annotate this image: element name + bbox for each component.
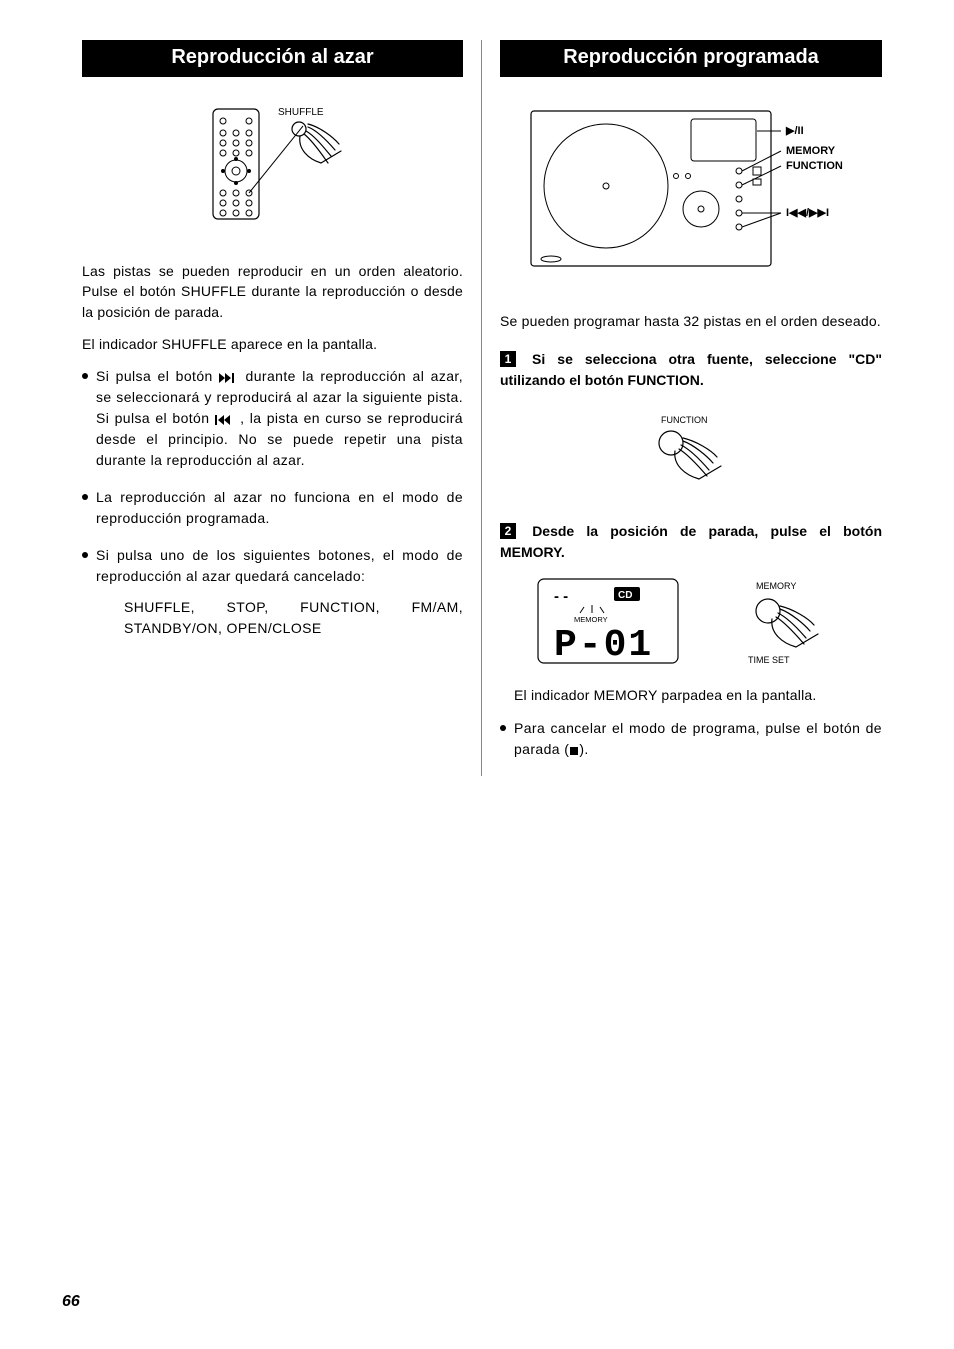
right-heading: Reproducción programada — [500, 40, 882, 77]
play-pause-label: ▶/II — [785, 125, 804, 137]
display-panel-illustration: - - CD MEMORY P-01 — [536, 577, 681, 667]
svg-text:CD: CD — [618, 590, 632, 601]
svg-text:- -: - - — [554, 588, 568, 605]
right-bullet-cancel: Para cancelar el modo de programa, pulse… — [500, 718, 882, 760]
right-bullet-list: Para cancelar el modo de programa, pulse… — [500, 718, 882, 760]
left-bullet-2: La reproducción al azar no funciona en e… — [82, 487, 463, 529]
prev-track-icon — [215, 415, 235, 425]
left-intro-2: El indicador SHUFFLE aparece en la panta… — [82, 334, 463, 354]
svg-text:MEMORY: MEMORY — [756, 581, 796, 591]
step-badge-2: 2 — [500, 523, 516, 539]
left-bullet-1: Si pulsa el botón durante la reproducció… — [82, 366, 463, 471]
cancel-buttons-list: SHUFFLE, STOP, FUNCTION, FM/AM, STANDBY/… — [124, 597, 463, 639]
left-heading: Reproducción al azar — [82, 40, 463, 77]
step-badge-1: 1 — [500, 351, 516, 367]
step-2: 2 Desde la posición de parada, pulse el … — [500, 521, 882, 563]
program-number: P-01 — [554, 624, 653, 667]
left-bullet-list: Si pulsa el botón durante la reproducció… — [82, 366, 463, 639]
step-1: 1 Si se selecciona otra fuente, seleccio… — [500, 349, 882, 391]
function-label: FUNCTION — [786, 160, 843, 172]
left-bullet-3: Si pulsa uno de los siguientes botones, … — [82, 545, 463, 639]
svg-text:TIME SET: TIME SET — [748, 655, 790, 665]
hand-icon — [772, 606, 818, 647]
left-column: Reproducción al azar — [70, 40, 482, 776]
next-track-icon — [219, 373, 239, 383]
memory-press-illustration: MEMORY TIME SET — [736, 577, 846, 667]
device-illustration: ▶/II MEMORY FUNCTION I◀◀/▶▶I — [521, 101, 861, 281]
page-number: 66 — [62, 1293, 80, 1311]
hand-icon — [675, 438, 721, 479]
function-btn-label: FUNCTION — [661, 415, 708, 425]
left-intro-1: Las pistas se pueden reproducir en un or… — [82, 261, 463, 322]
skip-label: I◀◀/▶▶I — [786, 207, 829, 219]
stop-icon — [569, 746, 579, 756]
remote-shuffle-illustration: SHUFFLE — [173, 101, 373, 231]
shuffle-label: SHUFFLE — [278, 107, 324, 118]
right-column: Reproducción programada — [482, 40, 894, 776]
memory-label: MEMORY — [786, 145, 836, 157]
right-intro: Se pueden programar hasta 32 pistas en e… — [500, 311, 882, 331]
svg-text:MEMORY: MEMORY — [574, 615, 608, 624]
function-press-illustration: FUNCTION — [631, 411, 751, 491]
after-step2-text: El indicador MEMORY parpadea en la panta… — [514, 685, 882, 705]
hand-icon — [292, 122, 341, 163]
